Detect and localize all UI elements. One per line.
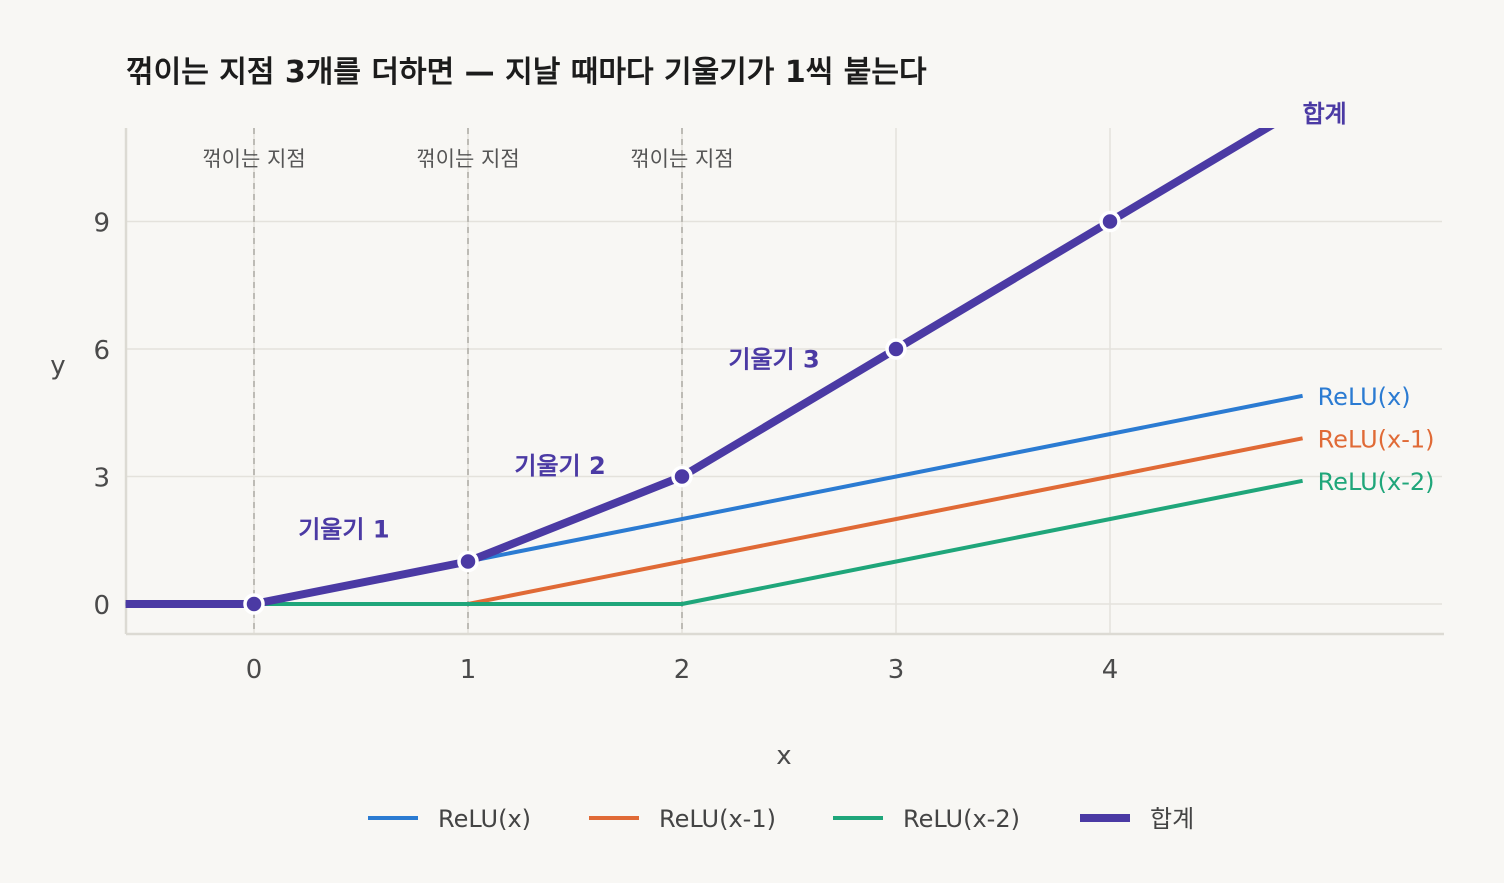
legend-label: ReLU(x-1) xyxy=(659,805,776,833)
annotations: 기울기 1 기울기 2 기울기 3 합계 ReLU(x) ReLU(x-1) ReLU(x-… xyxy=(298,100,1434,544)
sum-markers xyxy=(243,210,1121,615)
kink-markers: 꺾이는 지점 꺾이는 지점 꺾이는 지점 xyxy=(202,128,734,634)
y-tick-label: 6 xyxy=(93,336,110,366)
end-label: ReLU(x) xyxy=(1318,383,1411,411)
x-tick-label: 1 xyxy=(460,655,477,685)
end-label: ReLU(x-1) xyxy=(1318,425,1435,453)
y-axis-label: y xyxy=(50,351,65,381)
sum-marker xyxy=(1099,210,1121,233)
kink-label: 꺾이는 지점 xyxy=(202,147,305,171)
slope-label: 기울기 2 xyxy=(514,452,605,480)
slope-label: 기울기 1 xyxy=(298,516,389,544)
series-line-0 xyxy=(125,393,1303,606)
legend-label: ReLU(x) xyxy=(438,805,531,833)
x-tick-label: 4 xyxy=(1102,655,1119,685)
series-line-2 xyxy=(125,478,1303,606)
legend-label: ReLU(x-2) xyxy=(903,805,1020,833)
sum-marker xyxy=(457,550,479,573)
chart-title: 꺾이는 지점 3개를 더하면 — 지날 때마다 기울기가 1씩 붙는다 xyxy=(126,55,927,90)
kink-label: 꺾이는 지점 xyxy=(416,147,519,171)
end-label: ReLU(x-2) xyxy=(1318,468,1435,496)
x-tick-label: 3 xyxy=(888,655,905,685)
x-tick-label: 2 xyxy=(674,655,691,685)
slope-label: 기울기 3 xyxy=(728,346,819,374)
end-label: 합계 xyxy=(1303,100,1347,128)
legend: ReLU(x) ReLU(x-1) ReLU(x-2) 합계 xyxy=(368,805,1194,833)
kink-label: 꺾이는 지점 xyxy=(630,147,733,171)
sum-marker xyxy=(671,465,693,488)
sum-marker xyxy=(243,593,265,615)
x-axis-label: x xyxy=(776,741,791,771)
axes xyxy=(124,128,1444,636)
legend-label: 합계 xyxy=(1150,805,1194,833)
y-tick-label: 9 xyxy=(93,209,110,239)
y-tick-label: 0 xyxy=(93,591,110,621)
x-tick-label: 0 xyxy=(246,655,263,685)
sum-marker xyxy=(885,338,907,360)
y-tick-label: 3 xyxy=(93,464,110,494)
